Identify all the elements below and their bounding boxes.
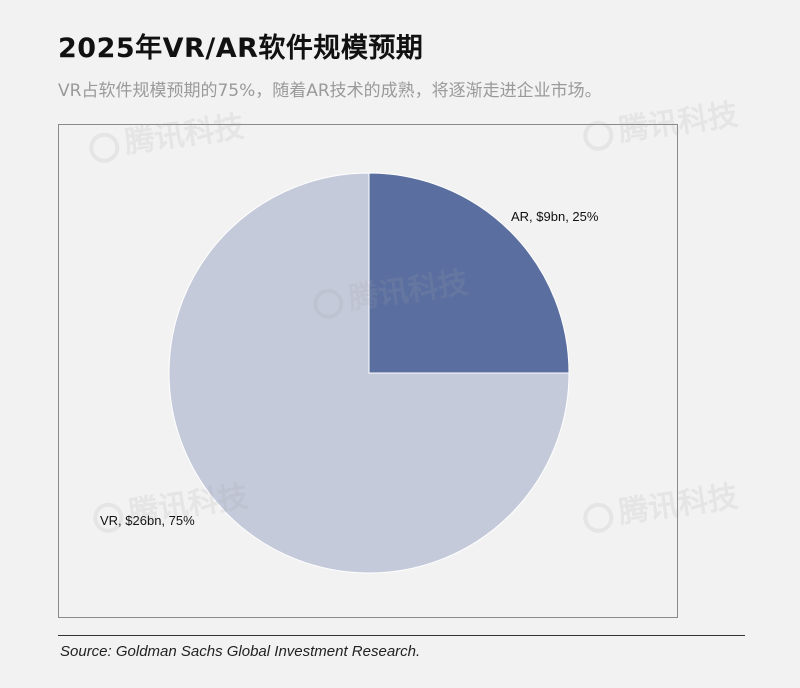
page-title: 2025年VR/AR软件规模预期 bbox=[58, 33, 424, 64]
footer-divider bbox=[58, 635, 745, 636]
chart-frame: AR, $9bn, 25% VR, $26bn, 75% bbox=[58, 124, 678, 618]
pie-slice-vr bbox=[168, 172, 570, 574]
slice-label-ar: AR, $9bn, 25% bbox=[511, 209, 599, 224]
pie-slice-ar bbox=[368, 172, 570, 374]
pie-chart: AR, $9bn, 25% VR, $26bn, 75% bbox=[100, 172, 599, 574]
slice-label-vr: VR, $26bn, 75% bbox=[100, 513, 195, 528]
source-note: Source: Goldman Sachs Global Investment … bbox=[60, 643, 421, 660]
page-subtitle: VR占软件规模预期的75%，随着AR技术的成熟，将逐渐走进企业市场。 bbox=[58, 81, 602, 101]
